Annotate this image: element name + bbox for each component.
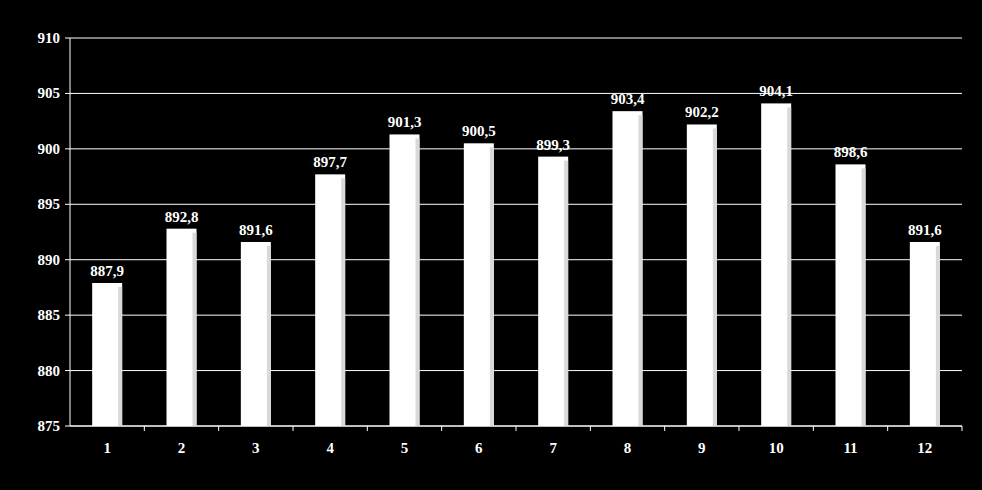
grid-line [70,148,962,149]
y-tick-label: 905 [38,85,61,101]
grid-line [70,38,962,39]
grid-line [70,370,962,371]
grid-line [70,315,962,316]
y-tick [65,38,70,39]
y-tick [65,93,70,94]
x-tick [218,426,219,431]
x-tick-label: 1 [103,440,111,456]
y-tick-label: 880 [38,363,61,379]
y-tick-label: 875 [38,418,61,434]
x-tick [739,426,740,431]
bar [687,124,717,426]
background [0,0,982,490]
x-tick-label: 6 [475,440,483,456]
bar [92,283,122,426]
bars [92,103,940,426]
x-tick [887,426,888,431]
bar [613,111,643,426]
data-label: 887,9 [90,263,124,279]
grid-line [70,93,962,94]
y-tick-label: 890 [38,252,61,268]
data-label: 900,5 [462,123,496,139]
x-tick [367,426,368,431]
bar [761,103,791,426]
data-label: 899,3 [536,137,570,153]
grid-line [70,259,962,260]
x-tick-label: 10 [769,440,784,456]
x-tick-label: 5 [401,440,409,456]
bar [241,242,271,426]
x-tick [441,426,442,431]
grid-line [70,204,962,205]
data-label: 902,2 [685,104,719,120]
data-label: 897,7 [313,154,347,170]
y-tick-label: 900 [38,141,61,157]
bar-shade [490,147,494,426]
y-tick [65,148,70,149]
x-tick-label: 4 [326,440,334,456]
x-tick [813,426,814,431]
data-label: 903,4 [611,91,645,107]
x-tick [590,426,591,431]
bar-shade [416,138,420,426]
bar-shade [862,168,866,426]
bar [836,164,866,426]
x-tick-label: 11 [843,440,857,456]
y-tick [65,259,70,260]
data-label: 892,8 [165,209,199,225]
bar [167,229,197,426]
x-tick [293,426,294,431]
y-tick-label: 895 [38,196,61,212]
x-tick-label: 2 [178,440,186,456]
x-tick-label: 3 [252,440,260,456]
bar-shade [564,161,568,426]
x-tick-label: 12 [917,440,932,456]
data-label: 898,6 [834,144,868,160]
bar-shade [267,246,271,426]
bar [315,174,345,426]
bar-shade [787,107,791,426]
x-tick [664,426,665,431]
bar [390,134,420,426]
x-tick-label: 7 [549,440,557,456]
data-label: 891,6 [908,222,942,238]
x-tick [144,426,145,431]
chart: 875880885890895900905910887,9892,8891,68… [0,0,982,490]
y-tick [65,204,70,205]
x-tick-label: 9 [698,440,706,456]
chart-container: 875880885890895900905910887,9892,8891,68… [0,0,982,490]
y-tick-label: 885 [38,307,61,323]
data-label: 901,3 [388,114,422,130]
bar-shade [713,128,717,426]
x-tick [962,426,963,431]
y-tick [65,370,70,371]
bar-shade [193,233,197,426]
y-axis [70,38,71,426]
grid [70,38,962,426]
data-label: 904,1 [759,83,793,99]
bar-shade [639,115,643,426]
x-tick [516,426,517,431]
x-tick-label: 8 [624,440,632,456]
bar [464,143,494,426]
bar-shade [341,178,345,426]
data-label: 891,6 [239,222,273,238]
bar-shade [936,246,940,426]
y-tick-label: 910 [38,30,61,46]
y-tick [65,426,70,427]
bar-shade [118,287,122,426]
bar [538,157,568,426]
bar [910,242,940,426]
y-tick [65,315,70,316]
